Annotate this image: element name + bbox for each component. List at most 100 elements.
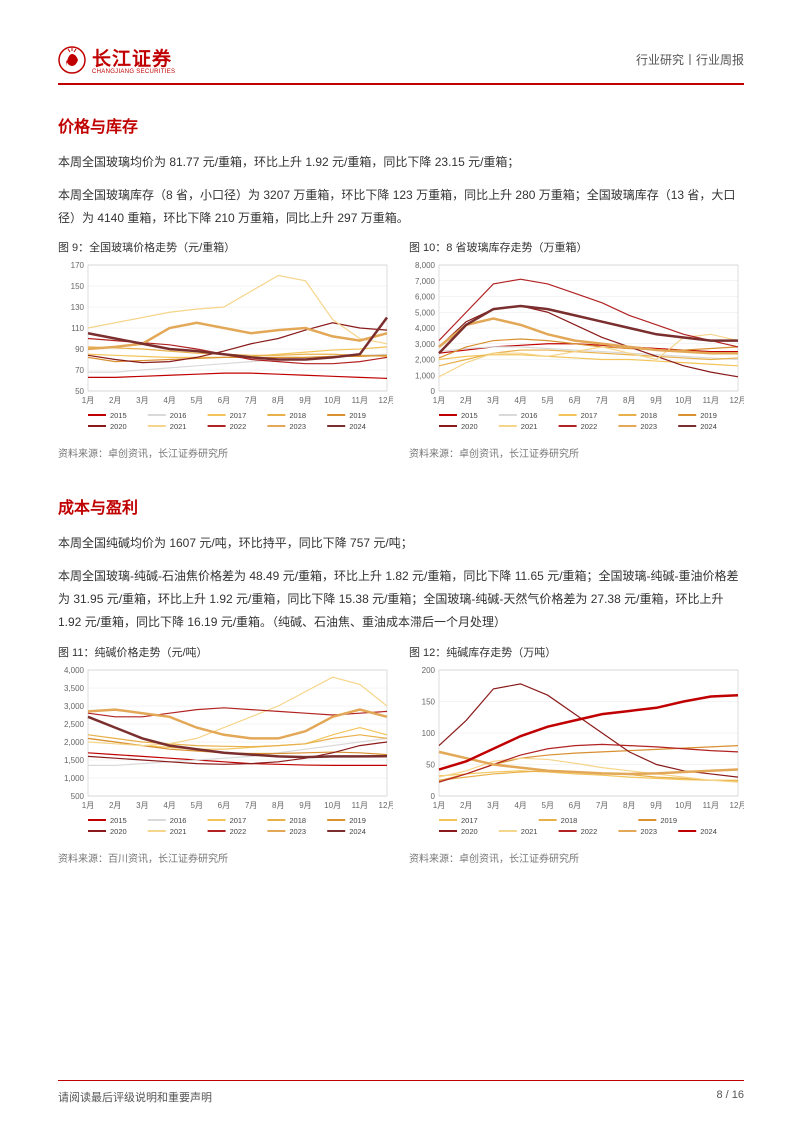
chart-block-fig11: 图 11：纯碱价格走势（元/吨） 5001,0001,5002,0002,500… [58,644,393,865]
chart-source: 资料来源：卓创资讯，长江证券研究所 [58,445,393,460]
svg-text:70: 70 [75,366,84,375]
header-category: 行业研究丨行业周报 [636,51,744,68]
chart-source: 资料来源：卓创资讯，长江证券研究所 [409,850,744,865]
logo-icon [58,46,86,74]
svg-text:2018: 2018 [561,816,578,825]
svg-text:2月: 2月 [109,396,121,405]
chart-caption: 图 11：纯碱价格走势（元/吨） [58,644,393,660]
svg-text:2020: 2020 [461,827,478,836]
chart-block-fig10: 图 10：8 省玻璃库存走势（万重箱） 01,0002,0003,0004,00… [409,239,744,460]
svg-text:6月: 6月 [218,396,230,405]
svg-text:2022: 2022 [230,827,247,836]
svg-text:2017: 2017 [230,411,247,420]
svg-text:2024: 2024 [700,827,717,836]
svg-text:1,500: 1,500 [64,756,85,765]
svg-text:12月: 12月 [379,801,393,810]
page-footer: 请阅读最后评级说明和重要声明 8 / 16 [58,1080,744,1105]
chart-fig11: 5001,0001,5002,0002,5003,0003,5004,0001月… [58,664,393,844]
chart-fig12: 0501001502001月2月3月4月5月6月7月8月9月10月11月12月2… [409,664,744,844]
svg-text:90: 90 [75,345,84,354]
logo-text-cn: 长江证券 [92,44,175,71]
svg-text:3月: 3月 [487,801,499,810]
svg-text:2020: 2020 [110,422,127,431]
svg-text:3,000: 3,000 [415,340,436,349]
svg-text:3月: 3月 [487,396,499,405]
svg-text:2017: 2017 [230,816,247,825]
svg-text:50: 50 [426,760,435,769]
svg-text:4月: 4月 [514,801,526,810]
svg-text:3月: 3月 [136,396,148,405]
svg-text:2月: 2月 [460,801,472,810]
svg-text:2021: 2021 [170,827,187,836]
svg-text:2024: 2024 [349,422,366,431]
svg-text:8月: 8月 [623,396,635,405]
svg-text:7月: 7月 [245,396,257,405]
svg-text:2021: 2021 [521,827,538,836]
svg-text:2024: 2024 [349,827,366,836]
svg-text:2月: 2月 [109,801,121,810]
svg-text:10月: 10月 [324,801,341,810]
svg-text:110: 110 [71,324,84,333]
section-cost-profit: 成本与盈利 本周全国纯碱均价为 1607 元/吨，环比持平，同比下降 757 元… [58,494,744,864]
svg-text:2020: 2020 [110,827,127,836]
svg-text:1月: 1月 [82,396,94,405]
svg-text:8月: 8月 [272,396,284,405]
svg-text:150: 150 [422,697,436,706]
chart-fig10: 01,0002,0003,0004,0005,0006,0007,0008,00… [409,259,744,439]
svg-text:2019: 2019 [660,816,677,825]
svg-text:4月: 4月 [163,801,175,810]
svg-text:2024: 2024 [700,422,717,431]
svg-text:3,500: 3,500 [64,684,85,693]
svg-text:2019: 2019 [700,411,717,420]
svg-text:12月: 12月 [730,396,744,405]
svg-text:200: 200 [422,666,436,675]
svg-text:2018: 2018 [289,816,306,825]
svg-text:2015: 2015 [110,816,127,825]
svg-text:12月: 12月 [379,396,393,405]
svg-text:2018: 2018 [640,411,657,420]
svg-text:8月: 8月 [623,801,635,810]
svg-text:2022: 2022 [581,827,598,836]
chart-source: 资料来源：百川资讯，长江证券研究所 [58,850,393,865]
charts-row: 图 11：纯碱价格走势（元/吨） 5001,0001,5002,0002,500… [58,644,744,865]
svg-text:2023: 2023 [289,827,306,836]
svg-text:0: 0 [431,387,436,396]
svg-text:12月: 12月 [730,801,744,810]
svg-text:6月: 6月 [569,396,581,405]
svg-text:5月: 5月 [191,396,203,405]
svg-text:7,000: 7,000 [415,277,436,286]
svg-text:10月: 10月 [324,396,341,405]
chart-caption: 图 12：纯碱库存走势（万吨） [409,644,744,660]
svg-text:2月: 2月 [460,396,472,405]
svg-text:4月: 4月 [163,396,175,405]
svg-text:100: 100 [422,729,436,738]
body-paragraph: 本周全国纯碱均价为 1607 元/吨，环比持平，同比下降 757 元/吨； [58,532,744,555]
svg-text:2015: 2015 [110,411,127,420]
section-title: 成本与盈利 [58,494,744,518]
svg-text:2019: 2019 [349,411,366,420]
chart-fig9: 5070901101301501701月2月3月4月5月6月7月8月9月10月1… [58,259,393,439]
svg-text:130: 130 [71,303,85,312]
svg-text:9月: 9月 [650,801,662,810]
svg-text:0: 0 [431,792,436,801]
svg-text:500: 500 [71,792,85,801]
svg-text:150: 150 [71,282,85,291]
svg-text:1月: 1月 [433,801,445,810]
chart-source: 资料来源：卓创资讯，长江证券研究所 [409,445,744,460]
svg-text:2,000: 2,000 [64,738,85,747]
chart-caption: 图 10：8 省玻璃库存走势（万重箱） [409,239,744,255]
body-paragraph: 本周全国玻璃库存（8 省，小口径）为 3207 万重箱，环比下降 123 万重箱… [58,184,744,230]
svg-text:7月: 7月 [596,396,608,405]
body-paragraph: 本周全国玻璃均价为 81.77 元/重箱，环比上升 1.92 元/重箱，同比下降… [58,151,744,174]
svg-text:4,000: 4,000 [64,666,85,675]
svg-text:4,000: 4,000 [415,324,436,333]
svg-text:2021: 2021 [170,422,187,431]
svg-text:2022: 2022 [581,422,598,431]
svg-text:10月: 10月 [675,396,692,405]
svg-text:1,000: 1,000 [64,774,85,783]
svg-text:2020: 2020 [461,422,478,431]
svg-text:11月: 11月 [703,396,719,405]
svg-text:7月: 7月 [245,801,257,810]
logo-text-en: CHANGJIANG SECURITIES [92,69,175,75]
svg-text:6月: 6月 [218,801,230,810]
